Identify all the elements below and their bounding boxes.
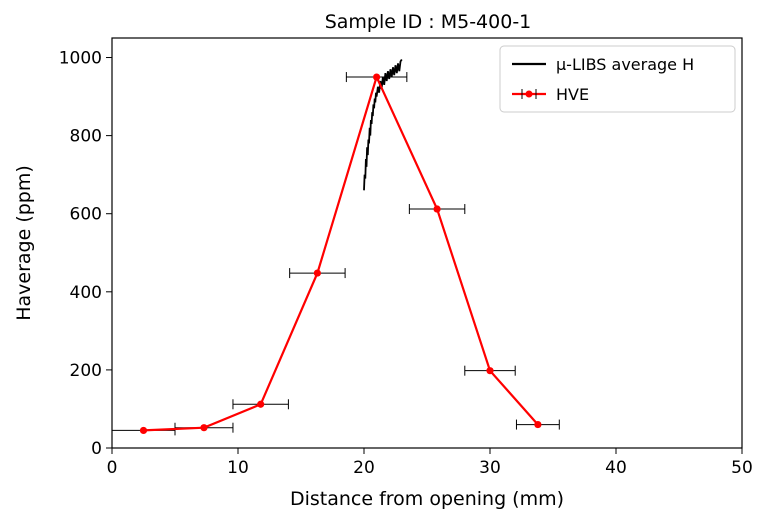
legend-label-libs: µ-LIBS average H bbox=[556, 55, 694, 74]
y-axis: 0 200 400 600 800 1000 bbox=[59, 49, 112, 459]
y-tick-label: 200 bbox=[70, 361, 102, 381]
series-libs-line bbox=[363, 58, 403, 191]
x-tick-label: 10 bbox=[227, 458, 249, 478]
y-tick-label: 600 bbox=[70, 205, 102, 225]
hve-point bbox=[200, 424, 208, 432]
legend: µ-LIBS average H HVE bbox=[499, 45, 736, 113]
plot-area bbox=[111, 58, 560, 436]
y-tick-label: 800 bbox=[70, 127, 102, 147]
y-tick-label: 0 bbox=[91, 439, 102, 459]
axes-frame bbox=[111, 37, 743, 449]
x-tick-label: 40 bbox=[605, 458, 627, 478]
hve-point bbox=[534, 420, 542, 429]
hve-point bbox=[373, 73, 381, 81]
chart-title: Sample ID : M5-400-1 bbox=[325, 11, 532, 33]
x-tick-label: 30 bbox=[479, 458, 501, 478]
x-tick-label: 50 bbox=[731, 458, 753, 478]
x-tick-label: 20 bbox=[353, 458, 375, 478]
legend-swatch-hve-marker bbox=[525, 90, 533, 98]
x-axis: 0 10 20 30 40 50 bbox=[107, 448, 753, 478]
y-axis-label: Haverage (ppm) bbox=[13, 165, 35, 321]
legend-label-hve: HVE bbox=[556, 85, 589, 104]
y-tick-label: 1000 bbox=[59, 49, 102, 69]
series-hve-line bbox=[143, 73, 539, 432]
hve-point bbox=[139, 426, 148, 435]
hve-point bbox=[257, 400, 265, 408]
hve-point bbox=[313, 269, 321, 277]
hve-point bbox=[433, 205, 441, 213]
hve-point bbox=[486, 367, 494, 375]
x-axis-label: Distance from opening (mm) bbox=[290, 488, 564, 510]
x-tick-label: 0 bbox=[107, 458, 118, 478]
legend-box bbox=[499, 45, 736, 113]
y-tick-label: 400 bbox=[70, 283, 102, 303]
